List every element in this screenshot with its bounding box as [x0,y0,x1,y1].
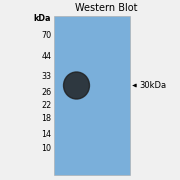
Text: 18: 18 [41,114,51,123]
Text: kDa: kDa [34,14,51,23]
Text: 10: 10 [41,144,51,153]
Text: 14: 14 [41,130,51,139]
Text: 22: 22 [41,101,51,110]
Text: 30kDa: 30kDa [140,81,167,90]
Text: 70: 70 [41,31,51,40]
Text: Western Blot: Western Blot [75,3,138,13]
Text: 26: 26 [41,88,51,97]
Text: 33: 33 [41,72,51,81]
Bar [54,16,130,175]
Ellipse shape [64,72,89,99]
Text: 44: 44 [41,52,51,61]
